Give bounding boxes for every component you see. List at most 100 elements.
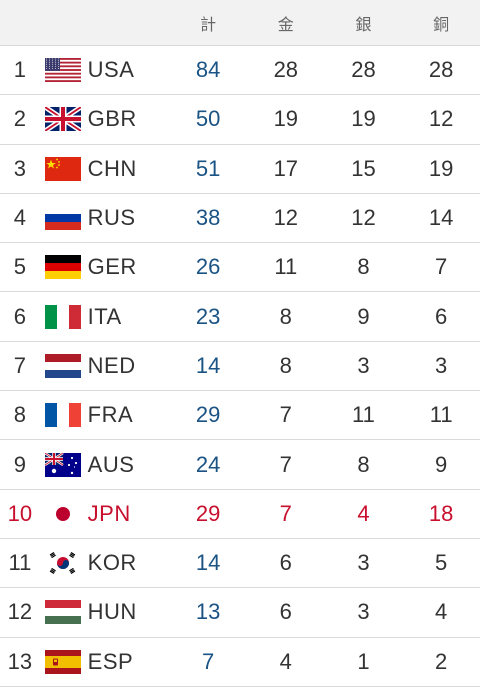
gold-medals: 6 <box>279 550 292 576</box>
flag-cell <box>40 451 86 477</box>
flag-cell <box>40 105 86 134</box>
silver-medals: 28 <box>351 57 376 83</box>
flag-cell <box>40 206 86 231</box>
flag-cell <box>40 403 86 428</box>
country-code: CHN <box>87 155 137 181</box>
rank-cell: 3 <box>13 155 27 181</box>
gold-medals: 17 <box>273 155 299 181</box>
gold-medals: 7 <box>279 402 292 428</box>
rank-cell: 10 <box>7 500 33 526</box>
silver-medals: 12 <box>351 205 376 231</box>
gold-medals: 19 <box>273 106 299 132</box>
silver-medals: 11 <box>352 402 375 428</box>
silver-medals: 15 <box>351 155 376 181</box>
rank-cell: 1 <box>13 57 27 83</box>
table-row[interactable]: 4 RUS 38 12 12 14 <box>0 194 480 244</box>
flag-cell <box>40 649 86 674</box>
bronze-medals: 11 <box>429 402 453 428</box>
flag-cell <box>40 353 86 378</box>
country-code: ITA <box>87 303 122 329</box>
total-medals: 38 <box>195 205 221 231</box>
silver-medals: 1 <box>357 648 370 674</box>
rank-cell: 13 <box>7 648 33 674</box>
header-silver[interactable]: 銀 <box>355 14 372 34</box>
bronze-medals: 3 <box>435 352 448 378</box>
gbr-flag-icon <box>43 105 83 134</box>
silver-medals: 3 <box>357 352 370 378</box>
rank-cell: 2 <box>13 106 27 132</box>
gold-medals: 8 <box>279 352 292 378</box>
rank-cell: 4 <box>13 205 27 231</box>
gold-medals: 6 <box>279 599 292 625</box>
table-row[interactable]: 8 FRA 29 7 11 11 <box>0 391 480 441</box>
total-medals: 84 <box>195 57 221 83</box>
bronze-medals: 12 <box>428 106 454 132</box>
total-medals: 26 <box>195 254 221 280</box>
country-code: AUS <box>87 451 135 477</box>
gold-medals: 8 <box>279 303 292 329</box>
jpn-flag-icon <box>44 501 81 526</box>
rus-flag-icon <box>44 206 81 231</box>
flag-cell <box>40 501 86 526</box>
esp-flag-icon <box>44 649 81 674</box>
gold-medals: 11 <box>274 254 298 280</box>
total-medals: 23 <box>195 303 221 329</box>
rank-cell: 8 <box>13 402 27 428</box>
table-row[interactable]: 5 GER 26 11 8 7 <box>0 243 480 293</box>
table-row[interactable]: 6 ITA 23 8 9 6 <box>0 292 480 342</box>
country-code: GBR <box>87 106 137 132</box>
silver-medals: 8 <box>357 254 370 280</box>
flag-cell <box>40 255 86 280</box>
bronze-medals: 6 <box>435 303 448 329</box>
table-row[interactable]: 9 AUS 24 7 8 9 <box>0 440 480 490</box>
total-medals: 14 <box>195 550 221 576</box>
silver-medals: 19 <box>351 106 376 132</box>
silver-medals: 4 <box>357 500 370 526</box>
country-code: ESP <box>87 648 134 674</box>
kor-flag-icon <box>44 551 81 576</box>
table-row[interactable]: 12 HUN 13 6 3 4 <box>0 588 480 638</box>
bronze-medals: 14 <box>428 205 454 231</box>
flag-cell <box>40 600 86 625</box>
rank-cell: 12 <box>7 599 33 625</box>
bronze-medals: 7 <box>435 254 448 280</box>
silver-medals: 8 <box>357 451 370 477</box>
country-code: HUN <box>87 599 137 625</box>
table-row[interactable]: 13 ESP 7 4 1 2 <box>0 638 480 687</box>
country-code: GER <box>87 254 137 280</box>
total-medals: 29 <box>195 500 221 526</box>
bronze-medals: 5 <box>435 550 448 576</box>
total-medals: 13 <box>195 599 221 625</box>
fra-flag-icon <box>44 403 81 428</box>
bronze-medals: 9 <box>435 451 448 477</box>
rank-cell: 5 <box>13 254 27 280</box>
header-total[interactable]: 計 <box>200 14 217 34</box>
table-body: 1 USA 84 28 28 28 2 GBR 50 19 19 12 3 CH… <box>0 46 480 687</box>
gold-medals: 7 <box>279 500 292 526</box>
table-row[interactable]: 7 NED 14 8 3 3 <box>0 342 480 392</box>
ned-flag-icon <box>44 353 81 378</box>
silver-medals: 3 <box>357 599 370 625</box>
table-row[interactable]: 11 KOR 14 6 3 5 <box>0 539 480 589</box>
gold-medals: 28 <box>273 57 299 83</box>
country-code: KOR <box>87 550 137 576</box>
gold-medals: 7 <box>279 451 292 477</box>
country-code: NED <box>87 352 136 378</box>
silver-medals: 9 <box>357 303 370 329</box>
chn-flag-icon <box>44 156 81 181</box>
header-gold[interactable]: 金 <box>277 14 294 34</box>
country-code: RUS <box>87 205 136 231</box>
rank-cell: 11 <box>8 550 32 576</box>
table-row[interactable]: 10 JPN 29 7 4 18 <box>0 490 480 539</box>
bronze-medals: 2 <box>435 648 448 674</box>
gold-medals: 12 <box>273 205 299 231</box>
total-medals: 51 <box>195 155 221 181</box>
table-row[interactable]: 1 USA 84 28 28 28 <box>0 46 480 96</box>
table-row[interactable]: 2 GBR 50 19 19 12 <box>0 95 480 145</box>
table-row[interactable]: 3 CHN 51 17 15 19 <box>0 145 480 194</box>
table-header: 計 金 銀 銅 <box>0 0 480 46</box>
ger-flag-icon <box>44 255 81 280</box>
total-medals: 14 <box>195 352 221 378</box>
header-bronze[interactable]: 銅 <box>433 14 450 34</box>
